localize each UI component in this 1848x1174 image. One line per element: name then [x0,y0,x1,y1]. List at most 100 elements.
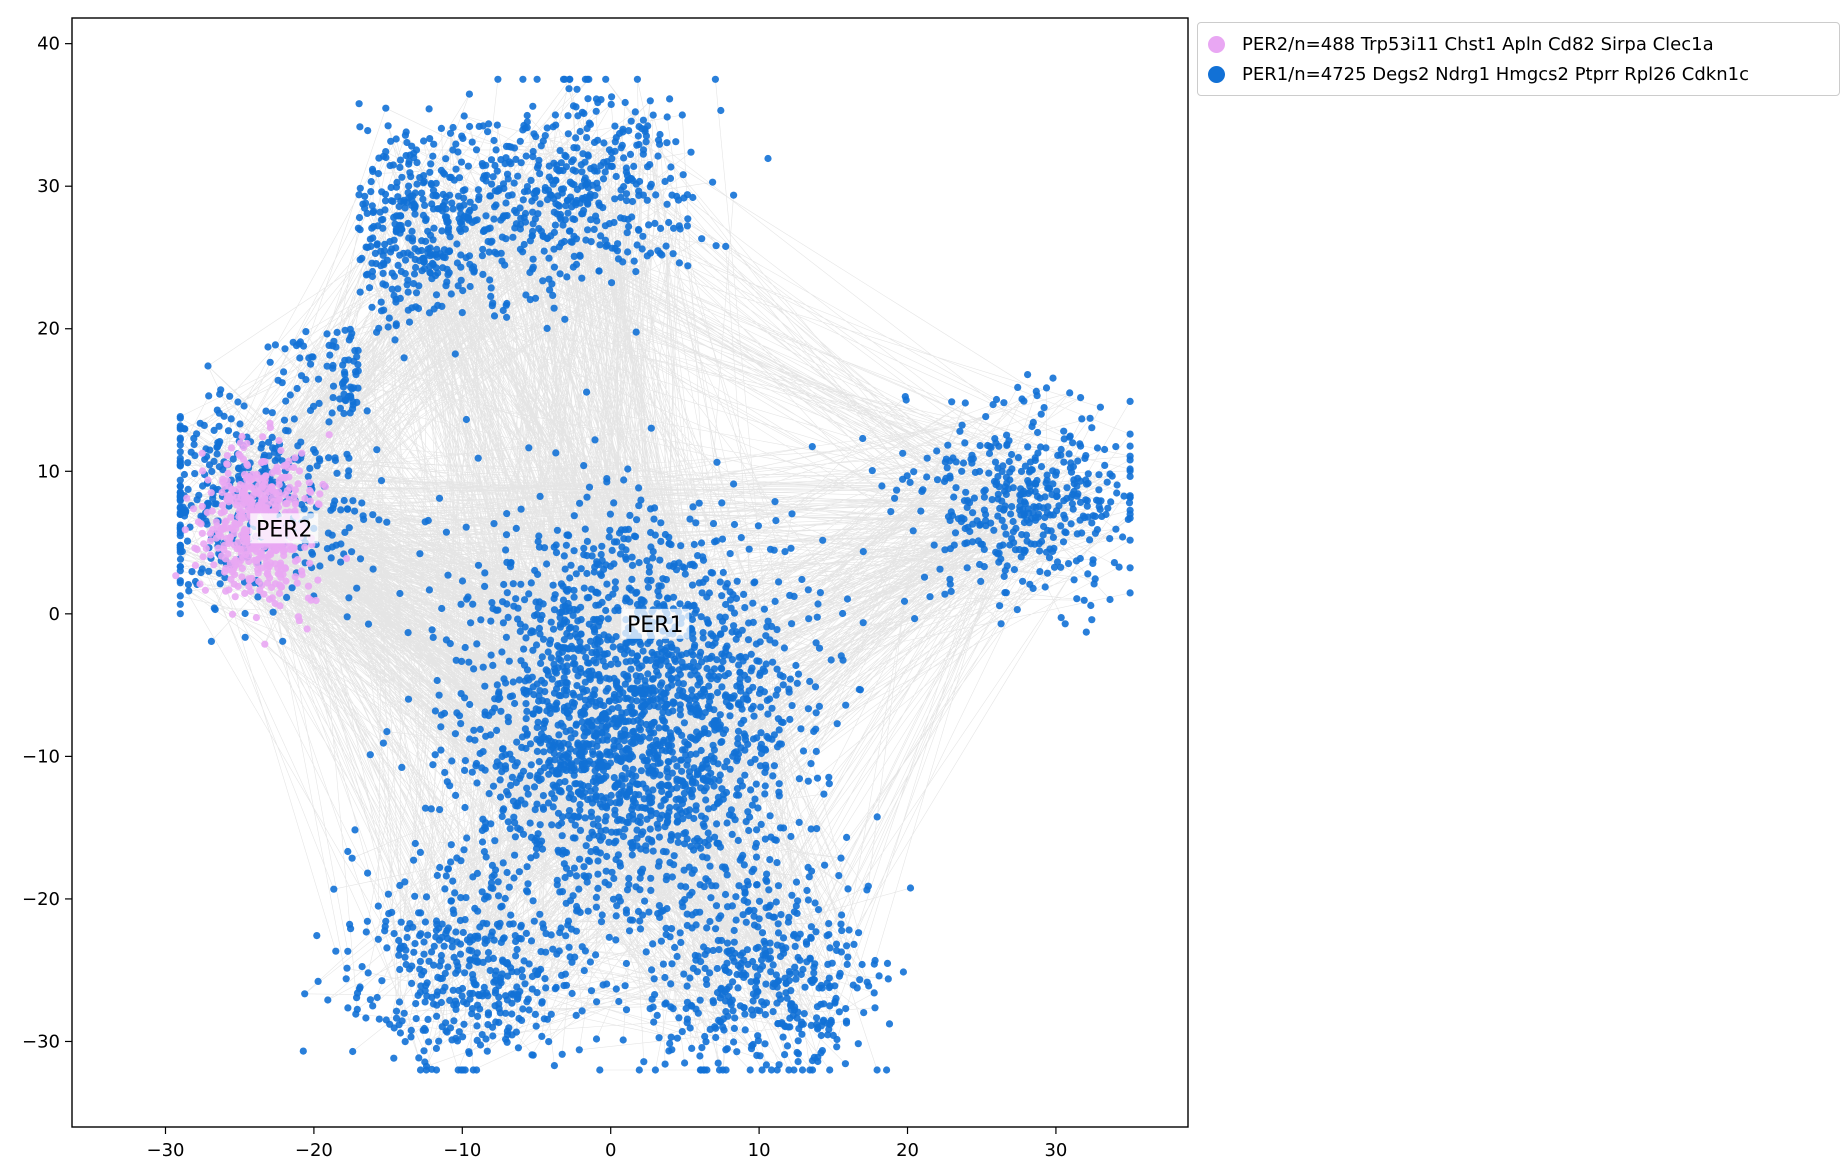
point-per1 [1034,428,1042,437]
point-per1 [653,600,661,608]
point-per1 [720,652,728,660]
point-per1 [805,873,813,881]
point-per1 [844,885,852,893]
point-per1 [703,854,711,862]
point-per1 [750,712,758,720]
point-per1 [899,475,907,483]
point-per1 [424,1015,432,1024]
point-per1 [665,662,673,670]
point-per1 [307,360,315,368]
point-per1 [282,397,290,405]
point-per1 [482,819,490,827]
point-per1 [422,1066,430,1074]
point-per1 [556,888,564,896]
point-per1 [734,984,742,992]
point-per1 [1042,444,1050,452]
point-per1 [472,146,481,154]
point-per1 [771,498,779,506]
point-per1 [584,226,592,234]
point-per1 [384,323,392,331]
point-per1 [734,734,742,743]
point-per1 [994,512,1002,520]
point-per1 [491,248,499,256]
point-per1 [551,756,559,764]
point-per1 [502,199,510,207]
point-per1 [552,669,561,677]
point-per1 [736,668,744,676]
point-per1 [436,962,444,970]
point-per1 [739,695,747,703]
point-per1 [722,691,730,699]
point-per1 [813,825,821,833]
point-per1 [667,1033,675,1041]
point-per1 [698,589,706,597]
point-per1 [749,990,758,998]
point-per1 [1018,531,1026,539]
point-per1 [624,694,632,702]
point-per1 [636,819,644,827]
point-per1 [1036,547,1044,555]
point-per1 [555,243,564,251]
point-per1 [1107,498,1115,506]
point-per1 [813,1014,821,1022]
point-per2 [191,561,199,570]
point-per1 [392,135,400,143]
point-per1 [541,717,549,725]
point-per1 [576,252,584,260]
point-per1 [344,947,352,955]
point-per1 [909,527,917,535]
point-per1 [721,890,730,899]
point-per1 [502,633,510,641]
point-per1 [581,759,589,767]
point-per1 [365,284,374,292]
point-per1 [337,558,345,566]
point-per1 [425,586,433,594]
point-per1 [676,225,684,233]
point-per1 [523,707,531,716]
point-per1 [1028,422,1036,431]
point-per1 [557,719,565,728]
point-per1 [188,568,196,576]
point-per1 [1106,595,1114,604]
point-per1 [176,610,184,618]
point-per1 [817,1031,825,1040]
point-per1 [1014,383,1022,391]
point-per1 [581,75,590,83]
point-per1 [673,952,681,961]
point-per1 [769,658,777,666]
point-per1 [628,553,636,561]
point-per1 [643,557,651,565]
point-per1 [484,955,492,963]
point-per1 [517,580,525,588]
point-per1 [622,639,630,647]
point-per1 [323,330,331,338]
point-per1 [531,215,540,223]
point-per1 [487,238,495,246]
point-per1 [1024,371,1032,379]
point-per1 [604,732,612,740]
point-per1 [1015,546,1024,554]
point-per1 [454,282,462,290]
point-per1 [608,720,616,728]
point-per1 [519,75,527,83]
point-per1 [689,193,697,202]
point-per1 [481,766,489,774]
point-per1 [798,1066,807,1074]
point-per1 [502,765,510,773]
point-per1 [572,872,581,880]
point-per1 [533,800,541,808]
point-per1 [832,994,840,1003]
point-per1 [689,964,698,973]
point-per1 [624,248,632,256]
point-per1 [1101,445,1109,454]
point-per1 [811,960,819,968]
point-per1 [539,805,548,813]
point-per1 [499,619,507,627]
point-per1 [200,421,208,429]
point-per1 [1002,589,1010,597]
point-per1 [663,113,671,121]
point-per1 [572,167,580,175]
point-per1 [407,1026,415,1034]
point-per1 [444,865,452,873]
point-per1 [191,470,199,478]
